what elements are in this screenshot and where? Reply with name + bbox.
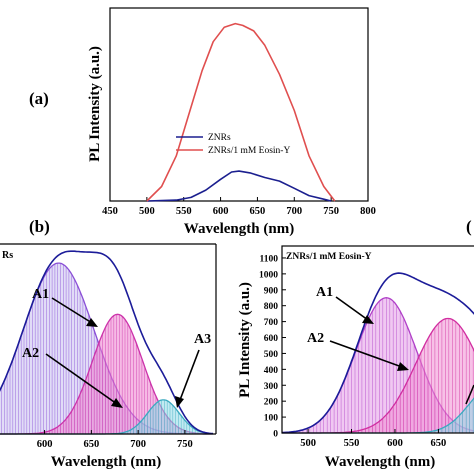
panel-c-y-tick-label: 700 — [264, 318, 279, 328]
panel-b-peaks — [0, 262, 214, 435]
panel-c-x-tick-label: 600 — [387, 438, 403, 449]
annotation-a2-arrowhead — [111, 398, 123, 408]
panel-a-chart: 450 500 550 600 650 700 750 800 ZNRs ZNRs/1 mM … — [87, 7, 376, 237]
panel-c-y-tick-label: 1100 — [260, 254, 279, 264]
annotation-a2-arrow — [45, 353, 118, 405]
panel-a-plot-frame — [109, 7, 369, 202]
panel-c-y-tick-label: 1000 — [259, 270, 278, 280]
annotation-c-a2-arrowhead — [397, 362, 409, 371]
panel-c-y-tick-label: 200 — [264, 398, 279, 408]
panel-a-y-axis-title: PL Intensity (a.u.) — [87, 46, 103, 162]
annotation-a1: A1 — [32, 287, 49, 302]
panel-a-x-tick-label: 550 — [176, 206, 192, 217]
panel-b-x-tick-label: 750 — [177, 439, 193, 450]
panel-a-x-ticks: 450 500 550 600 650 700 750 800 — [102, 197, 376, 217]
panel-b-peak-fill-a2 — [0, 314, 213, 434]
panel-b-label: (b) — [29, 217, 50, 236]
annotation-c-a2: A2 — [307, 331, 324, 346]
panel-c-y-tick-label: 500 — [264, 350, 279, 360]
panel-c-plot-frame — [281, 245, 474, 434]
panel-b-x-tick-label: 600 — [37, 439, 53, 450]
panel-a-x-tick-label: 500 — [139, 206, 155, 217]
panel-b-chart: 600 650 700 750 Rs A1 A2 A3 Wavelength (nm) — [0, 243, 217, 470]
panel-c-x-tick-label: 500 — [300, 438, 316, 449]
annotation-a3: A3 — [194, 332, 211, 347]
panel-b-peak-fill-a3 — [0, 399, 213, 434]
panel-c-y-axis-title: PL Intensity (a.u.) — [237, 282, 253, 398]
panel-a-x-tick-label: 650 — [250, 206, 266, 217]
panel-c-y-ticks: 0 100 200 300 400 500 600 700 800 900 1000 1100 — [259, 254, 286, 440]
panel-a-legend: ZNRs ZNRs/1 mM Eosin-Y — [176, 133, 290, 156]
panel-c-y-tick-label: 900 — [264, 286, 279, 296]
panel-c-y-tick-label: 600 — [264, 334, 279, 344]
panel-b-total-curve — [0, 250, 214, 435]
panel-c-y-tick-label: 400 — [264, 366, 279, 376]
panel-b-title: Rs — [2, 250, 13, 261]
panel-a-x-tick-label: 800 — [360, 206, 376, 217]
panel-a-series-line-0 — [146, 170, 332, 202]
panel-c-peaks — [281, 297, 474, 434]
panel-b-peak-fill-a1 — [0, 263, 213, 434]
panel-a-label: (a) — [29, 89, 49, 108]
annotation-a3-arrowhead — [175, 396, 184, 408]
annotation-a2: A2 — [22, 346, 39, 361]
panel-a-series-line-1 — [146, 22, 336, 202]
annotation-c-a1-arrowhead — [362, 315, 374, 324]
panel-c-peak-fill-a3 — [282, 398, 474, 433]
panel-c-title: ZNRs/1 mM Eosin-Y — [286, 252, 372, 262]
annotation-a1-arrow — [51, 297, 93, 324]
annotation-a1-arrowhead — [86, 318, 98, 327]
panel-c-y-tick-label: 100 — [264, 414, 279, 424]
panel-b-x-ticks: 600 650 700 750 — [37, 430, 193, 450]
panel-a-x-tick-label: 600 — [213, 206, 229, 217]
panel-c-chart: 500 550 600 650 0 100 200 300 400 500 600 700 800 90… — [237, 245, 474, 470]
panel-b-x-tick-label: 700 — [130, 439, 146, 450]
panel-c-x-tick-label: 550 — [344, 438, 360, 449]
panel-c-y-tick-label: 0 — [273, 430, 278, 440]
annotation-c-a3-arrow-partial — [465, 384, 474, 405]
panel-c-x-ticks: 500 550 600 650 — [300, 429, 446, 449]
panel-b-x-axis-title: Wavelength (nm) — [51, 454, 161, 470]
panel-a-series — [146, 22, 336, 202]
legend-label-eosin: ZNRs/1 mM Eosin-Y — [208, 146, 290, 156]
panel-a-x-axis-title: Wavelength (nm) — [184, 221, 294, 237]
panel-b-x-tick-label: 650 — [83, 439, 99, 450]
panel-c-y-tick-label: 300 — [264, 382, 279, 392]
panel-c-y-tick-label: 800 — [264, 302, 279, 312]
panel-c-peak-fill-a2 — [282, 318, 474, 433]
annotation-a3-arrow — [179, 349, 200, 401]
annotation-c-a1: A1 — [316, 285, 333, 300]
panel-c-total-curve — [281, 272, 474, 434]
panel-c-label-fragment: ( — [466, 217, 472, 236]
annotation-c-a2-arrow — [329, 340, 403, 368]
annotation-c-a1-arrow — [335, 296, 369, 321]
panel-a-x-tick-label: 700 — [286, 206, 302, 217]
panel-c-x-axis-title: Wavelength (nm) — [325, 454, 435, 470]
panel-a-x-tick-label: 450 — [102, 206, 118, 217]
panel-c-x-tick-label: 650 — [431, 438, 447, 449]
legend-label-znrs: ZNRs — [208, 133, 231, 143]
panel-a-x-tick-label: 750 — [323, 206, 339, 217]
